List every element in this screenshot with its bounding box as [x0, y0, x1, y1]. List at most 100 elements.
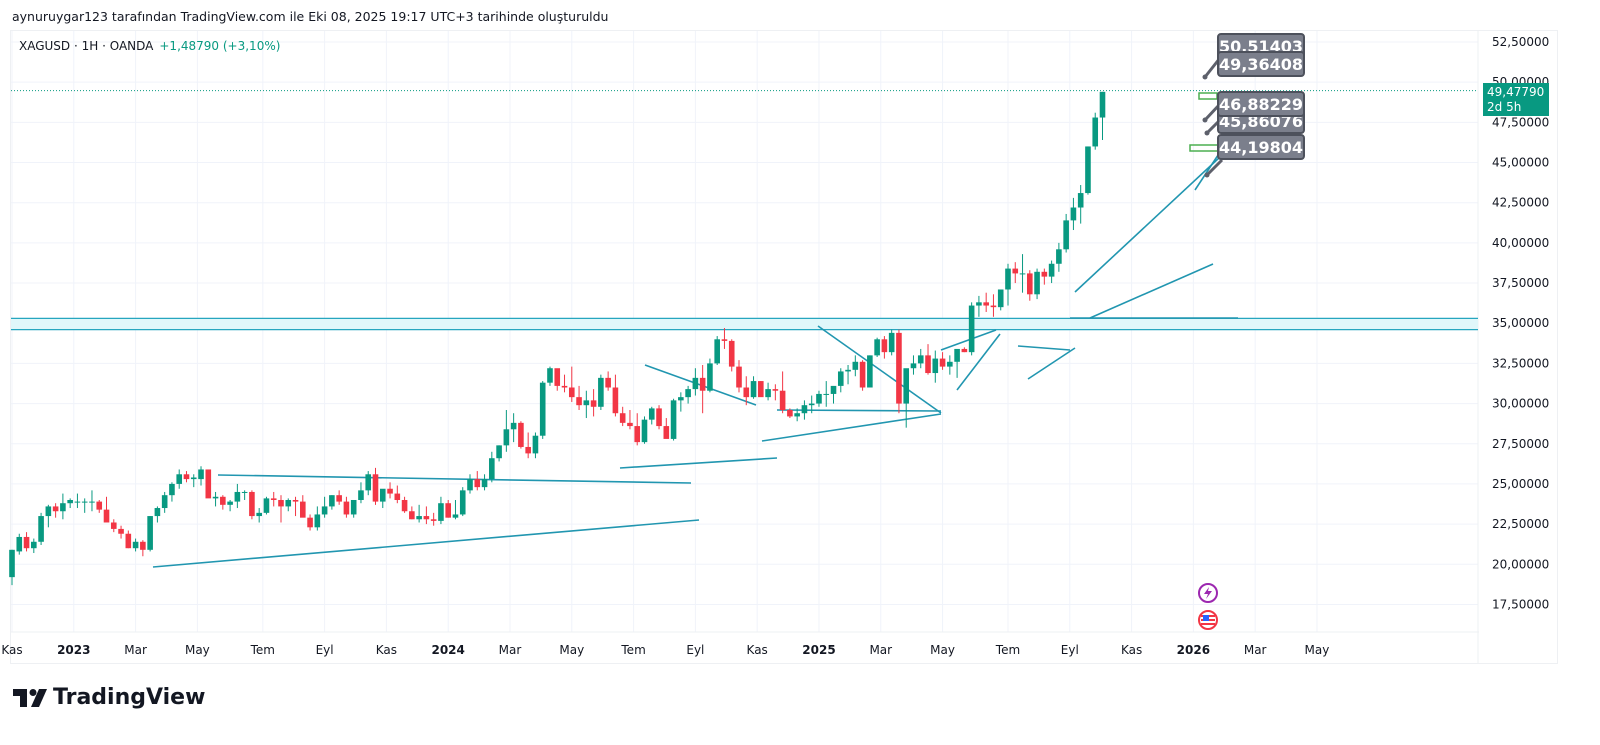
trendline [619, 457, 778, 469]
candle-body [1085, 146, 1091, 194]
x-tick-label: Mar [124, 643, 147, 657]
x-tick-label: Tem [250, 643, 275, 657]
candle-body [939, 358, 946, 367]
price-callout-3[interactable]: 46,88229 [1217, 91, 1305, 117]
x-tick-label: Tem [620, 643, 645, 657]
candle-body [38, 516, 44, 542]
candle-body [103, 509, 110, 523]
candle-body [634, 426, 641, 443]
candle-body [605, 377, 611, 388]
candle-body [496, 445, 502, 459]
y-axis: 52,5000050,0000047,5000045,0000042,50000… [1492, 35, 1549, 611]
candle-body [183, 474, 190, 480]
candle-body [670, 400, 677, 439]
candle-body [96, 501, 103, 510]
candle-body [837, 371, 844, 386]
y-tick-label: 45,00000 [1492, 156, 1549, 170]
candle-body [1012, 268, 1019, 274]
candle-body [692, 377, 699, 390]
candle-body [525, 446, 531, 454]
x-tick-label: 2026 [1177, 643, 1210, 657]
candle-body [903, 368, 910, 404]
candle-body [401, 499, 408, 512]
candle-body [779, 390, 786, 411]
candle-body [699, 377, 706, 391]
trendline [956, 333, 1001, 391]
candle-body [438, 503, 444, 521]
chart-credit: aynuruygar123 tarafından TradingView.com… [12, 9, 609, 24]
candle-body [678, 397, 684, 401]
candle-body [212, 496, 219, 499]
price-callout-2[interactable]: 49,36408 [1217, 51, 1305, 77]
candle-body [619, 413, 626, 423]
candle-body [518, 422, 524, 447]
candle-body [169, 483, 175, 496]
candle-body [1070, 207, 1077, 221]
trendline [761, 413, 942, 442]
candles [9, 91, 1106, 586]
candle-body [1005, 268, 1011, 290]
candle-body [947, 361, 953, 367]
candle-body [234, 491, 241, 502]
candle-body [576, 397, 582, 406]
candle-body [394, 493, 401, 500]
chart-legend: XAGUSD · 1H · OANDA +1,48790 (+3,10%) [19, 39, 280, 53]
candle-body [227, 501, 233, 505]
candle-body [816, 393, 822, 404]
candle-body [845, 369, 851, 372]
marker-box [1198, 92, 1218, 100]
candle-body [852, 361, 859, 370]
trendline [1074, 156, 1221, 293]
y-tick-label: 40,00000 [1492, 236, 1549, 250]
candle-body [198, 469, 204, 480]
candle-body [343, 501, 350, 515]
candle-body [765, 389, 771, 398]
candle-body [285, 499, 292, 507]
candle-body [314, 514, 321, 528]
x-tick-label: Kas [376, 643, 397, 657]
tradingview-logo-icon [13, 688, 47, 707]
x-tick-label: May [559, 643, 584, 657]
y-tick-label: 42,50000 [1492, 196, 1549, 210]
candle-body [568, 387, 575, 398]
candle-body [307, 517, 313, 528]
brand-name: TradingView [53, 685, 206, 710]
candle-body [176, 474, 183, 484]
candle-body [743, 387, 750, 398]
candle-body [358, 490, 364, 500]
candle-body [474, 479, 481, 488]
price-callout-5[interactable]: 44,19804 [1217, 134, 1305, 160]
candle-body [365, 474, 372, 491]
candle-body [132, 541, 139, 549]
x-tick-label: Kas [1, 643, 22, 657]
candle-body [154, 508, 161, 517]
y-tick-label: 22,50000 [1492, 517, 1549, 531]
tradingview-logo[interactable]: TradingView [13, 685, 205, 710]
candle-body [561, 385, 568, 388]
candle-body [292, 499, 299, 502]
callout-anchor [1202, 74, 1208, 80]
change-label: +1,48790 (+3,10%) [159, 39, 281, 53]
candle-body [830, 385, 837, 394]
candle-body [256, 512, 262, 517]
candle-body [1077, 193, 1084, 208]
candle-body [547, 368, 553, 383]
candle-body [1027, 273, 1033, 295]
last-price: 49,47790 [1487, 85, 1545, 99]
candle-body [997, 289, 1004, 308]
us-flag-event-icon[interactable] [1198, 610, 1218, 630]
lightning-event-icon[interactable] [1198, 583, 1218, 603]
candle-body [1041, 271, 1048, 277]
candle-body [925, 355, 931, 374]
candle-body [656, 408, 662, 427]
candle-body [16, 536, 23, 552]
candle-body [583, 400, 590, 406]
candle-body [89, 501, 95, 503]
candle-body [67, 499, 73, 504]
candle-body [481, 479, 488, 488]
candle-body [125, 533, 132, 549]
candle-body [329, 495, 335, 507]
candle-body [881, 339, 888, 353]
callout-anchor [1204, 130, 1210, 136]
